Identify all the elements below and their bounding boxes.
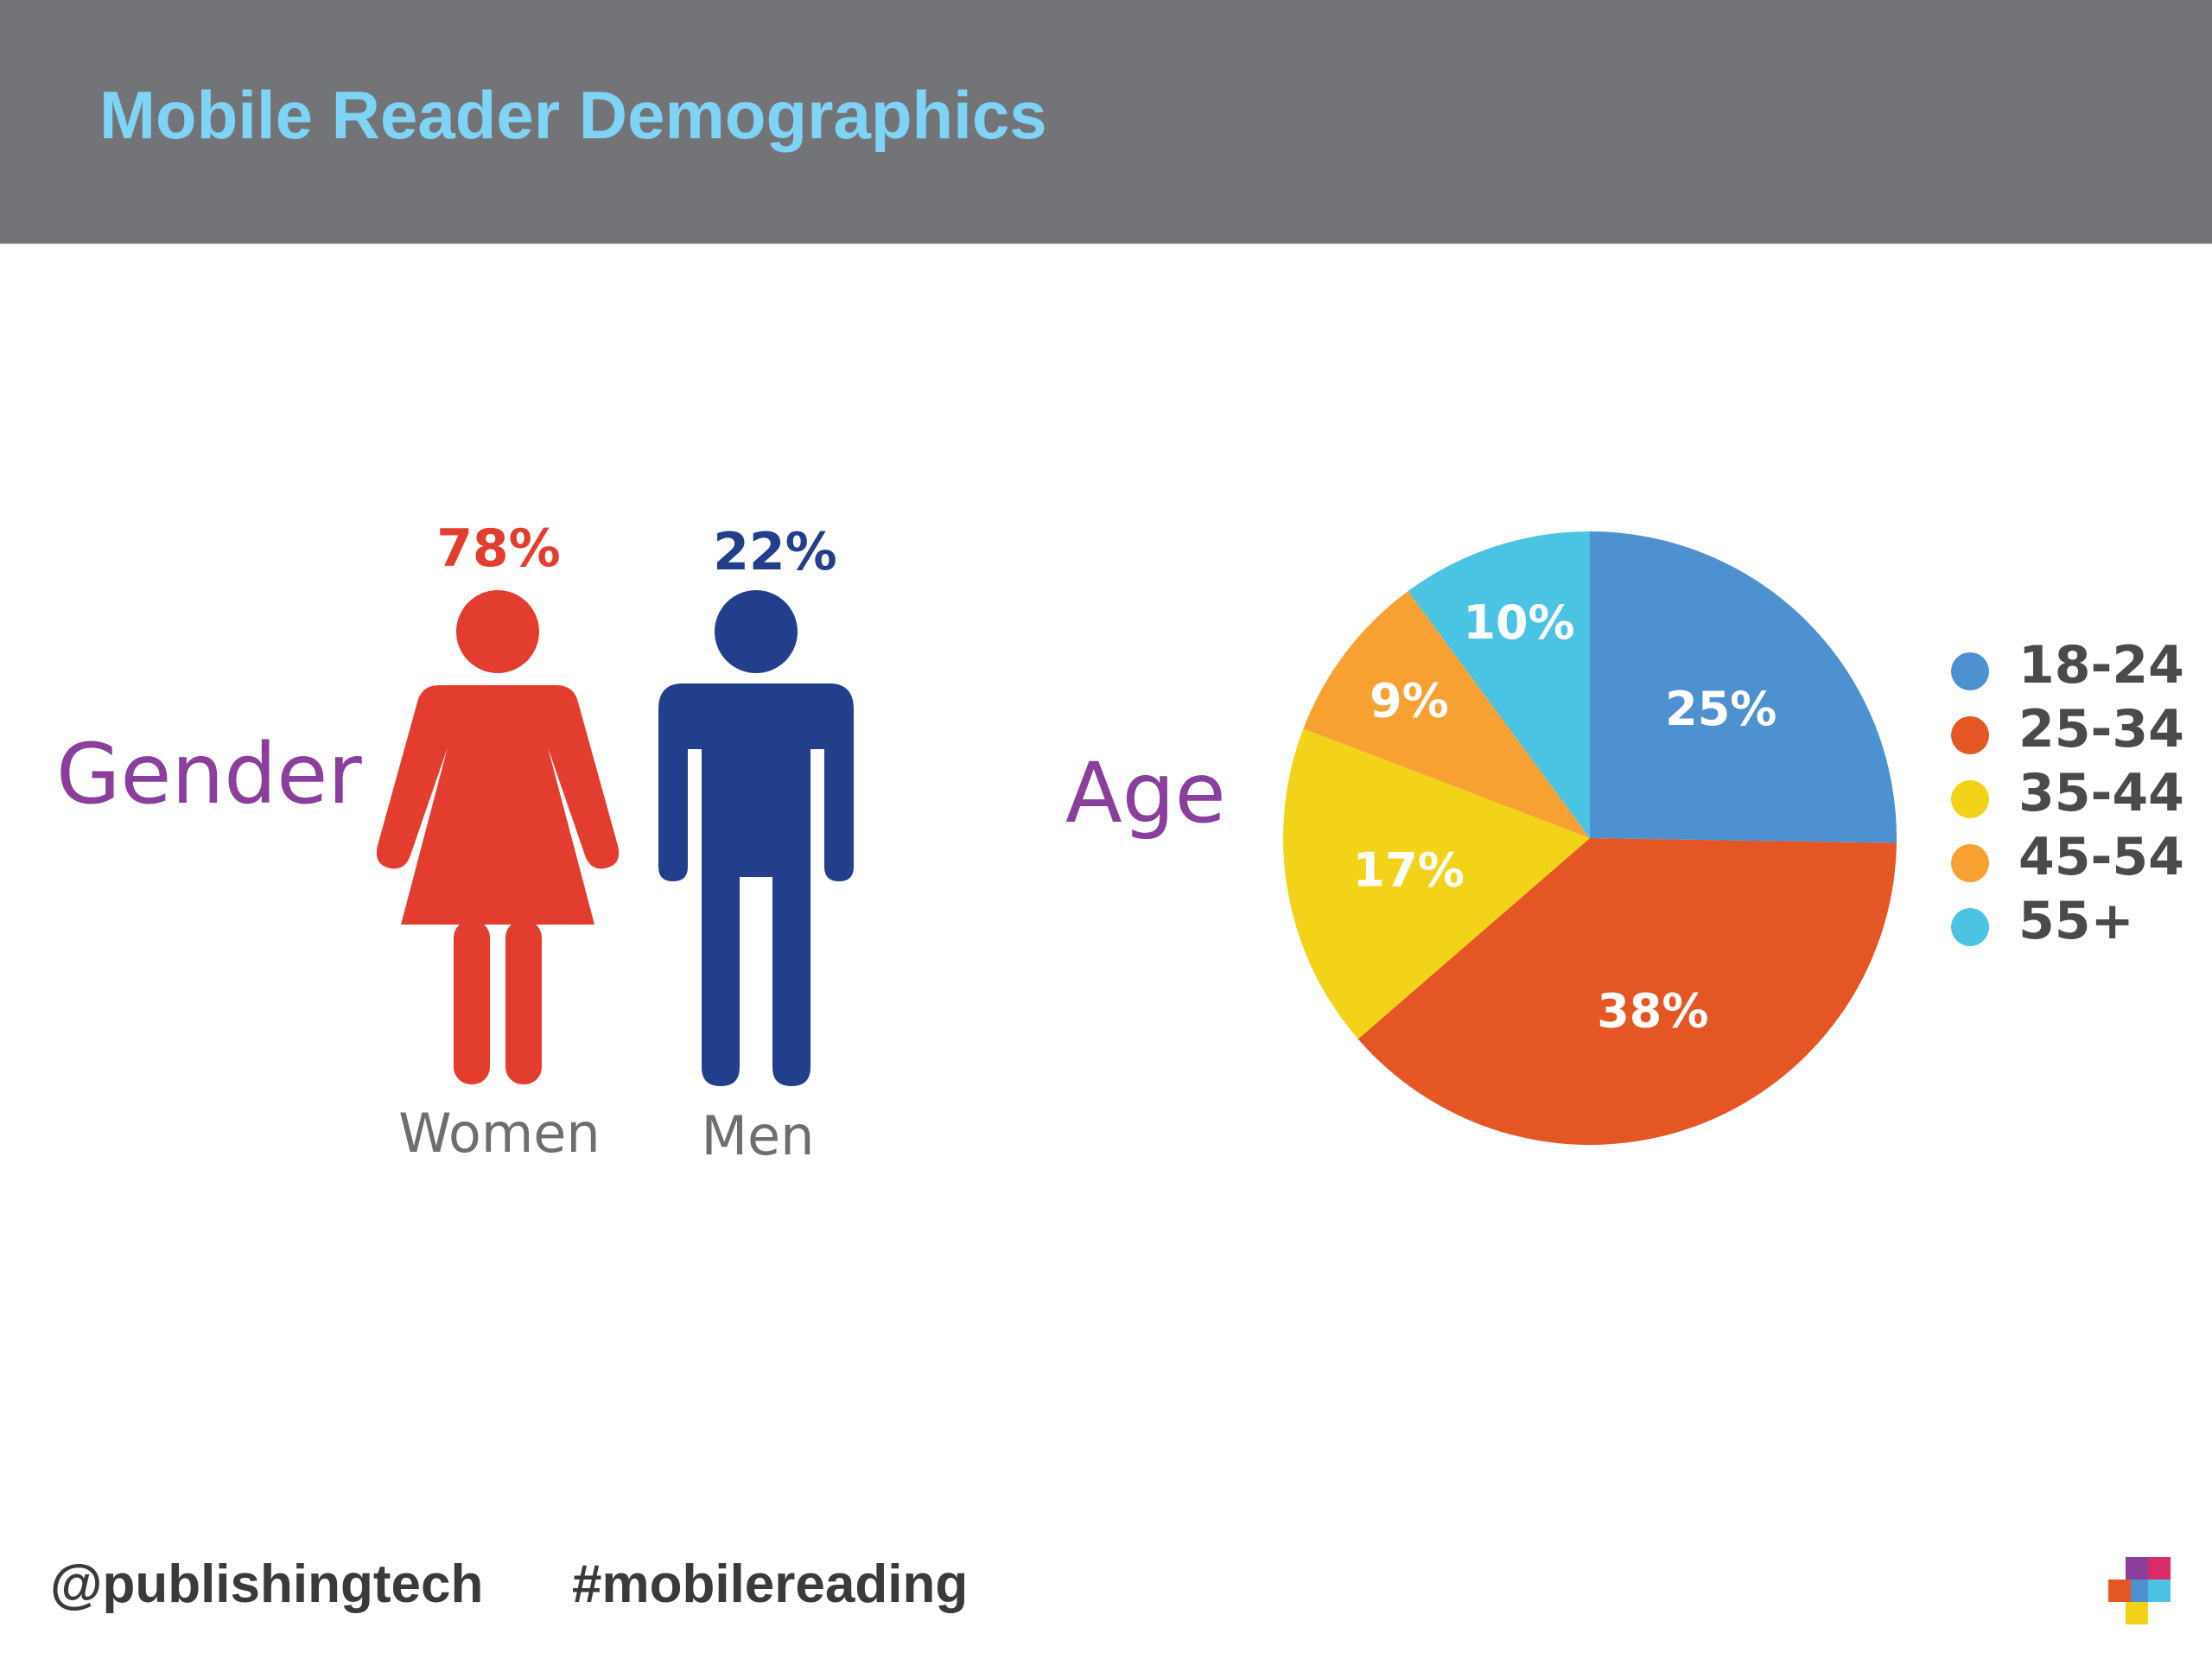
legend-swatch-18-24 [1951,652,1989,690]
age-label: Age [1065,745,1226,842]
legend-swatch-35-44 [1951,780,1989,818]
legend-label-55+: 55+ [2018,891,2134,951]
pie-label-45-54: 9% [1370,673,1449,728]
publishing-technology-logo-icon [2108,1557,2195,1643]
man-icon [658,590,854,1086]
legend-label-25-34: 25-34 [2018,699,2184,760]
pie-slice-55+ [1408,531,1590,838]
legend-label-35-44: 35-44 [2018,763,2184,823]
hashtag: #mobilereading [572,1554,969,1614]
men-percent: 22% [713,522,837,582]
men-label: Men [701,1104,815,1167]
pie-slice-25-34 [1357,838,1897,1145]
women-label: Women [398,1102,601,1165]
women-percent: 78% [436,518,561,579]
twitter-handle: @publishingtech [50,1554,484,1614]
pie-slice-18-24 [1590,531,1897,843]
pie-slice-45-54 [1303,591,1590,838]
legend-swatch-45-54 [1951,844,1989,882]
page-title: Mobile Reader Demographics [99,77,1047,153]
pie-label-35-44: 17% [1353,842,1465,897]
legend-label-18-24: 18-24 [2018,635,2184,696]
age-pie-chart: 25% 38% 17% 9% 10% [1279,527,1901,1149]
pie-label-55+: 10% [1463,595,1574,650]
legend-swatch-25-34 [1951,716,1989,754]
woman-icon [376,590,620,1084]
pie-label-25-34: 38% [1597,984,1708,1039]
gender-label: Gender [56,726,362,823]
pie-label-18-24: 25% [1665,682,1777,736]
age-pie-svg: 25% 38% 17% 9% 10% [1283,531,1897,1145]
pie-slice-35-44 [1283,728,1590,1039]
legend-swatch-55+ [1951,908,1989,946]
header-bar: Mobile Reader Demographics [0,0,2212,244]
legend-label-45-54: 45-54 [2018,827,2184,887]
